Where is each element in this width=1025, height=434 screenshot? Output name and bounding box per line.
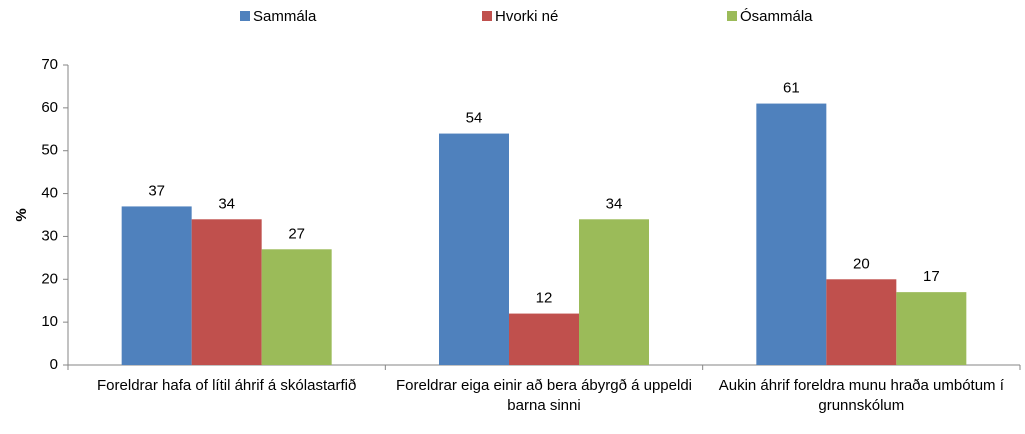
y-tick-label: 10: [41, 313, 58, 330]
bar: [756, 103, 827, 366]
legend-label: Sammála: [253, 8, 317, 25]
legend-swatch: [240, 11, 250, 21]
legend-swatch: [482, 11, 492, 21]
data-label: 37: [148, 182, 165, 199]
bar: [896, 292, 967, 365]
y-tick-label: 60: [41, 99, 58, 116]
legend-swatch: [727, 11, 737, 21]
y-tick-label: 40: [41, 185, 58, 202]
data-label: 61: [783, 80, 800, 97]
x-tick-label: Aukin áhrif foreldra munu hraða umbótum …: [718, 377, 1004, 414]
bar: [826, 279, 897, 365]
data-label: 17: [923, 268, 940, 285]
legend-label: Hvorki né: [495, 8, 558, 25]
x-tick-label: Foreldrar hafa of lítil áhrif á skólasta…: [97, 377, 357, 394]
y-axis-label: %: [13, 208, 30, 221]
legend-label: Ósammála: [740, 8, 813, 25]
data-label: 27: [288, 225, 305, 242]
y-tick-label: 70: [41, 56, 58, 73]
bar: [121, 206, 192, 365]
bar: [579, 219, 649, 365]
y-tick-label: 50: [41, 142, 58, 159]
y-tick-label: 30: [41, 227, 58, 244]
data-label: 20: [853, 255, 870, 272]
x-tick-label: Foreldrar eiga einir að bera ábyrgð á up…: [395, 377, 692, 414]
bar: [191, 219, 262, 365]
bar: [439, 133, 509, 365]
data-label: 34: [218, 195, 235, 212]
bar: [509, 313, 579, 365]
y-tick-label: 20: [41, 270, 58, 287]
data-label: 54: [466, 110, 483, 127]
data-label: 34: [606, 195, 623, 212]
data-label: 12: [536, 290, 553, 307]
bar: [261, 249, 332, 365]
y-tick-label: 0: [50, 356, 58, 373]
